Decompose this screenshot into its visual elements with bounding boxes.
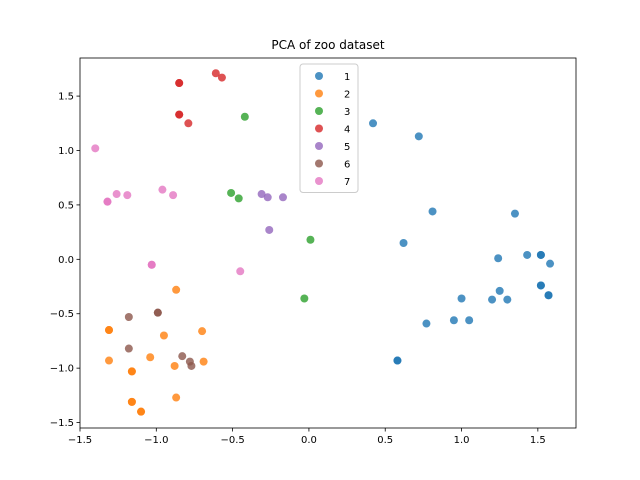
data-point-class-2: [137, 407, 146, 416]
data-point-class-5: [263, 193, 272, 202]
data-point-class-1: [428, 207, 437, 216]
legend-marker-1: [315, 72, 323, 80]
data-point-class-6: [187, 361, 196, 370]
data-point-class-2: [146, 353, 155, 362]
data-point-class-4: [184, 119, 193, 128]
data-point-class-5: [257, 190, 266, 199]
data-point-class-3: [240, 112, 249, 121]
legend-label-2: 2: [344, 90, 350, 101]
x-tick-label: −1.0: [144, 435, 168, 446]
x-tick-label: 1.5: [530, 435, 546, 446]
data-point-class-1: [457, 294, 466, 303]
axis-ticks: −1.5 −1.0 −0.5 0.0 0.5 1.0 1.5 −1.5 −1.0 −0.5 0.0 0…: [50, 92, 546, 446]
data-point-class-4: [211, 69, 220, 78]
data-point-class-2: [198, 327, 207, 336]
y-tick-label: 0.0: [58, 255, 74, 266]
legend-marker-3: [315, 107, 323, 115]
legend-label-3: 3: [344, 107, 350, 118]
data-point-class-5: [265, 225, 274, 234]
data-point-class-1: [544, 291, 553, 300]
data-point-class-7: [169, 191, 178, 200]
data-point-class-7: [91, 144, 100, 153]
data-point-class-1: [369, 119, 378, 128]
legend-marker-5: [315, 142, 323, 150]
legend-label-6: 6: [344, 160, 350, 171]
data-point-class-7: [147, 260, 156, 269]
data-point-class-7: [236, 267, 245, 276]
data-point-class-1: [503, 295, 512, 304]
legend-label-5: 5: [344, 142, 350, 153]
legend-marker-2: [315, 89, 323, 98]
legend-marker-7: [315, 177, 323, 185]
data-point-class-2: [159, 331, 168, 340]
data-point-class-1: [510, 209, 519, 218]
data-point-class-1: [449, 316, 458, 325]
legend-label-1: 1: [344, 72, 350, 83]
data-point-class-5: [278, 193, 287, 202]
x-tick-label: 0.5: [377, 435, 393, 446]
data-point-class-1: [536, 250, 545, 259]
x-tick-label: 1.0: [454, 435, 470, 446]
x-tick-label: −1.5: [68, 435, 92, 446]
data-point-class-2: [104, 356, 113, 365]
data-point-class-3: [300, 294, 309, 303]
data-point-class-3: [234, 194, 243, 203]
data-point-class-4: [175, 110, 184, 119]
data-point-class-1: [422, 319, 431, 328]
y-tick-label: −0.5: [50, 309, 74, 320]
data-point-class-1: [399, 239, 408, 247]
y-tick-label: 1.0: [58, 146, 74, 157]
legend-box: [299, 63, 359, 193]
x-tick-label: 0.0: [301, 435, 317, 446]
data-point-class-1: [523, 250, 532, 259]
data-point-class-6: [153, 308, 162, 317]
legend-marker-6: [315, 159, 323, 168]
y-tick-label: −1.5: [50, 418, 74, 429]
legend-label-7: 7: [344, 177, 350, 188]
data-point-class-1: [536, 281, 545, 290]
x-tick-label: −0.5: [220, 435, 244, 446]
data-point-class-1: [494, 254, 503, 263]
data-point-class-6: [124, 313, 133, 321]
legend: 1 2 3 4 5 6 7: [299, 63, 359, 193]
data-point-class-3: [227, 188, 236, 197]
data-point-class-7: [103, 197, 112, 206]
y-tick-label: −1.0: [50, 364, 74, 375]
data-point-class-3: [306, 235, 315, 244]
data-point-class-7: [158, 185, 167, 194]
data-point-class-2: [172, 393, 181, 402]
y-tick-label: 0.5: [58, 200, 74, 211]
data-point-class-2: [127, 397, 136, 406]
chart-title: PCA of zoo dataset: [271, 38, 384, 52]
data-point-class-7: [123, 191, 132, 200]
data-point-class-4: [217, 73, 226, 82]
data-point-class-1: [546, 259, 555, 268]
data-point-class-4: [175, 79, 184, 88]
data-point-class-7: [112, 190, 121, 199]
data-point-class-2: [199, 357, 208, 366]
data-point-class-1: [495, 286, 504, 295]
data-point-class-1: [465, 316, 474, 325]
data-point-class-2: [172, 285, 181, 294]
data-point-class-1: [393, 356, 402, 365]
y-tick-label: 1.5: [58, 92, 74, 103]
legend-label-4: 4: [344, 125, 350, 136]
data-point-class-1: [414, 132, 423, 141]
axes-frame: [79, 57, 577, 429]
data-point-class-1: [488, 295, 497, 304]
data-point-class-2: [127, 367, 136, 376]
data-point-class-6: [178, 352, 187, 361]
data-point-class-6: [124, 344, 133, 353]
legend-marker-4: [315, 124, 323, 133]
data-point-class-2: [104, 326, 113, 335]
data-point-class-2: [170, 361, 179, 370]
data-points: [91, 69, 555, 416]
